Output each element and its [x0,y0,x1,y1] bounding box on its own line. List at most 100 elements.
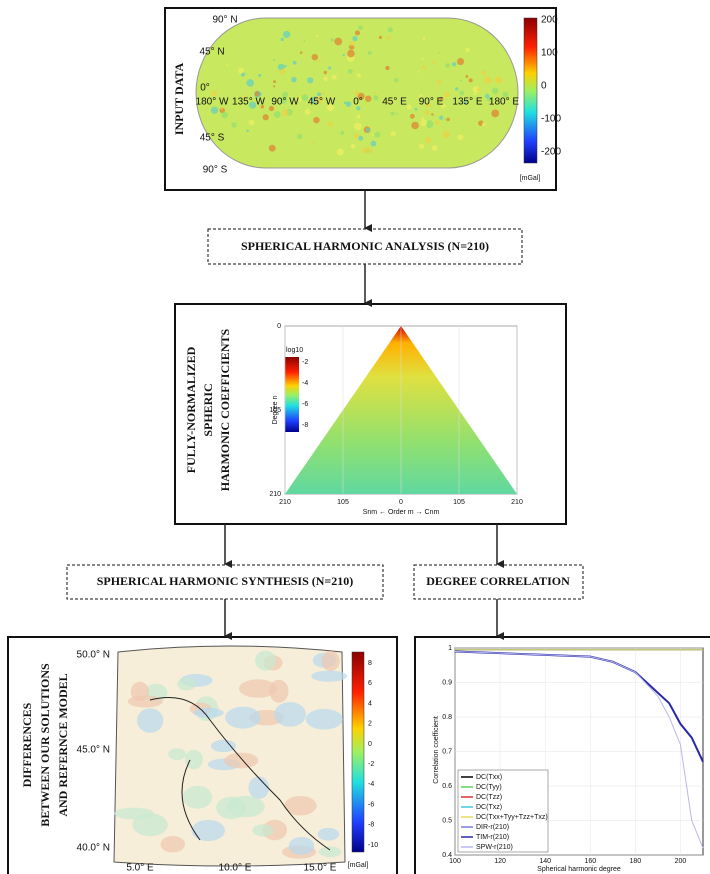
map-texture [292,60,297,65]
map-texture [502,91,509,98]
map-texture [210,106,219,114]
map-texture [182,785,213,809]
lat-label: 40.0° N [77,843,110,854]
map-texture [472,86,480,94]
map-texture [422,36,426,40]
map-texture [231,122,237,128]
map-texture [246,79,255,87]
map-texture [418,143,425,149]
map-texture [284,64,287,68]
correlation-label: DEGREE CORRELATION [426,574,570,588]
map-texture [439,96,444,101]
y-tick-label: 0.4 [442,852,452,859]
colorbar-tick: 4 [368,700,372,707]
y-tick-label: 105 [269,407,281,414]
colorbar-tick: 2 [368,721,372,728]
map-texture [350,144,356,149]
lon-label: 135° E [452,97,482,108]
lon-label: 0° [353,97,363,108]
map-texture [425,120,434,129]
map-texture [431,145,438,151]
map-texture [465,47,470,52]
map-texture [367,147,370,150]
map-texture [484,76,492,84]
y-tick-label: 0.8 [442,714,452,721]
map-texture [425,102,431,108]
map-texture [177,677,196,691]
map-texture [420,117,424,120]
map-texture [254,91,260,97]
map-texture [220,107,224,110]
map-texture [312,141,316,144]
map-texture [347,49,355,58]
map-texture [439,115,444,120]
map-texture [238,679,277,698]
map-texture [463,100,467,104]
map-texture [280,37,284,42]
x-tick-label: 180 [630,858,642,865]
map-texture [282,91,289,98]
map-texture [279,68,286,75]
legend-label: TIM-r(210) [476,834,509,841]
map-texture [456,57,465,66]
map-texture [225,706,261,729]
legend-label: DC(Tyy) [476,784,502,791]
map-texture [303,39,306,43]
map-texture [374,131,381,138]
colorbar-tick: -4 [368,781,374,788]
map-texture [273,85,276,88]
map-texture [296,96,302,102]
map-texture [435,120,440,125]
map-texture [373,91,376,94]
map-texture [457,134,464,141]
map-texture [191,819,225,842]
map-texture [311,53,319,61]
map-texture [262,114,269,121]
y-tick-label: 0.6 [442,783,452,790]
colorbar-tick: -2 [302,359,308,366]
colorbar-tick: -8 [302,422,308,429]
map-texture [307,77,314,84]
map-texture [370,140,377,147]
map-texture [132,813,168,837]
map-texture [248,776,270,800]
lon-label: 180° E [489,97,519,108]
map-texture [226,795,265,818]
lon-label: 10.0° E [219,863,252,874]
map-texture [331,74,337,80]
map-texture [438,51,441,54]
x-tick-label: 160 [584,858,596,865]
x-tick-label: 105 [453,499,465,506]
y-tick-label: 0.7 [442,748,452,755]
map-texture [356,114,361,119]
map-texture [421,57,424,61]
lon-label: 180° W [196,97,229,108]
coefficients-label: HARMONIC COEFFICIENTS [218,329,232,492]
map-texture [371,133,374,136]
map-texture [491,109,500,118]
map-texture [274,702,306,727]
legend-label: SPW-r(210) [476,844,513,851]
map-texture [226,64,229,67]
correlation-box [413,564,584,600]
x-tick-label: 200 [675,858,687,865]
y-tick-label: 0.5 [442,817,452,824]
input-label: INPUT DATA [172,62,186,135]
map-texture [455,87,459,91]
y-tick-label: 0 [277,323,281,330]
legend [457,769,549,853]
map-texture [390,131,396,137]
colorbar-unit: [mGal] [348,862,369,869]
map-texture [486,97,492,102]
map-texture [243,94,247,98]
map-texture [323,76,328,82]
map-texture [273,111,281,118]
map-texture [340,130,345,135]
map-texture [321,650,340,672]
map-texture [365,95,372,102]
map-texture [317,827,340,841]
x-axis-label: Snm ← Order m → Cnm [363,509,440,516]
map-texture [168,748,186,761]
differences-label: AND REFERNCE MODEL [56,673,70,816]
